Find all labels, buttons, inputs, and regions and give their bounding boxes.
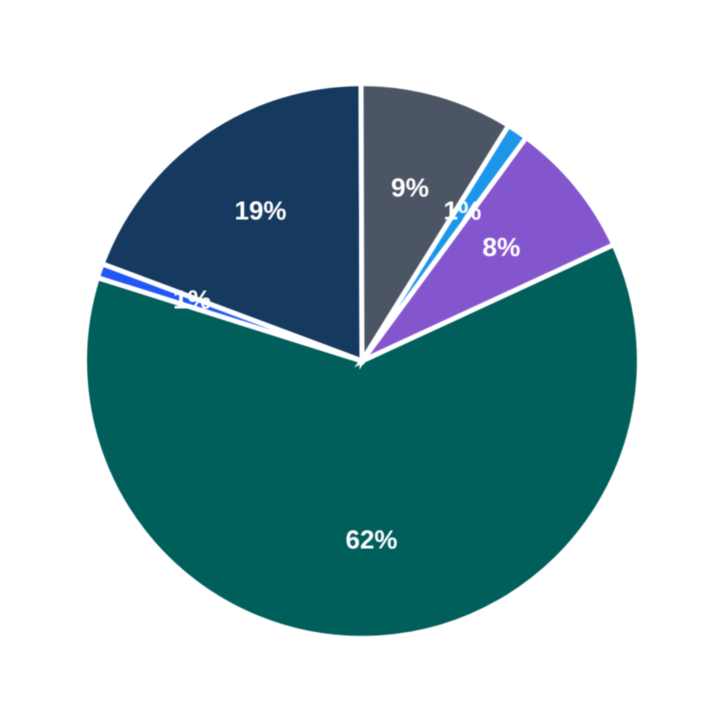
svg-text:62%: 62%: [346, 526, 398, 554]
svg-text:1%: 1%: [443, 197, 481, 225]
svg-text:1%: 1%: [173, 287, 211, 315]
svg-text:9%: 9%: [391, 174, 429, 202]
svg-text:19%: 19%: [235, 198, 287, 226]
svg-text:8%: 8%: [482, 234, 520, 262]
